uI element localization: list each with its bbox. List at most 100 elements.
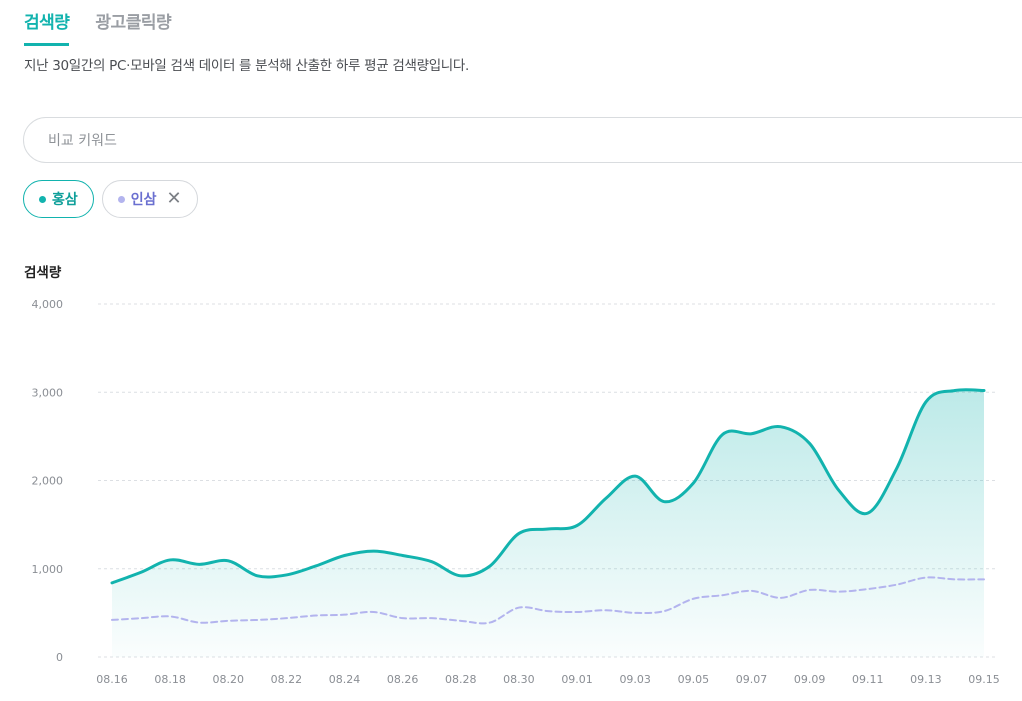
data-point-0[interactable] [341,552,349,560]
data-point-1[interactable] [602,606,610,614]
data-point-1[interactable] [544,607,552,615]
close-icon[interactable]: ✕ [166,188,182,209]
data-point-0[interactable] [457,572,465,580]
y-tick-label: 1,000 [32,563,64,576]
keyword-chip-label: 홍삼 [52,192,78,208]
data-point-0[interactable] [282,571,290,579]
data-point-1[interactable] [573,608,581,616]
x-tick-label: 09.01 [561,673,593,686]
data-point-1[interactable] [195,619,203,627]
tab-search-volume[interactable]: 검색량 [24,8,70,46]
x-tick-label: 09.05 [678,673,710,686]
description-text: 지난 30일간의 PC·모바일 검색 데이터 를 분석해 산출한 하루 평균 검… [24,58,470,74]
data-point-1[interactable] [864,585,872,593]
x-tick-label: 08.24 [329,673,361,686]
data-point-1[interactable] [166,612,174,620]
x-tick-label: 09.03 [619,673,651,686]
y-tick-label: 0 [56,651,63,664]
keyword-chip-hongsam[interactable]: 홍삼 [23,180,94,218]
data-point-1[interactable] [341,611,349,619]
data-point-1[interactable] [660,607,668,615]
keyword-chip-label: 인삼 [130,192,157,208]
data-point-0[interactable] [718,431,726,439]
x-tick-label: 09.11 [852,673,884,686]
data-point-0[interactable] [864,509,872,517]
data-point-0[interactable] [602,494,610,502]
x-tick-label: 08.26 [387,673,419,686]
data-point-0[interactable] [253,572,261,580]
data-point-0[interactable] [951,386,959,394]
data-point-1[interactable] [893,581,901,589]
series-line-0 [110,388,986,585]
data-point-0[interactable] [660,498,668,506]
data-point-1[interactable] [282,614,290,622]
x-tick-label: 08.18 [154,673,186,686]
x-tick-label: 08.16 [96,673,128,686]
data-point-1[interactable] [370,608,378,616]
x-tick-label: 08.30 [503,673,535,686]
data-point-0[interactable] [195,560,203,568]
data-point-0[interactable] [980,386,988,394]
data-point-1[interactable] [515,604,523,612]
series-dot-icon [117,195,125,203]
data-point-1[interactable] [980,575,988,583]
data-point-1[interactable] [777,594,785,602]
data-point-1[interactable] [835,588,843,596]
chart-title: 검색량 [24,265,62,281]
data-point-1[interactable] [631,609,639,617]
x-tick-label: 08.22 [271,673,303,686]
data-point-1[interactable] [108,616,116,624]
data-point-1[interactable] [311,612,319,620]
compare-keyword-input[interactable] [46,118,650,164]
data-point-0[interactable] [631,472,639,480]
data-point-0[interactable] [835,486,843,494]
data-point-0[interactable] [486,562,494,570]
data-point-1[interactable] [399,614,407,622]
tab-ad-clicks[interactable]: 광고클릭량 [95,13,172,33]
data-point-1[interactable] [747,587,755,595]
data-point-0[interactable] [515,529,523,537]
data-point-0[interactable] [311,562,319,570]
data-point-1[interactable] [718,591,726,599]
data-point-1[interactable] [253,616,261,624]
x-tick-label: 08.28 [445,673,477,686]
y-tick-label: 4,000 [32,298,64,311]
data-point-0[interactable] [922,398,930,406]
data-point-1[interactable] [486,619,494,627]
data-point-0[interactable] [224,557,232,565]
data-point-0[interactable] [108,579,116,587]
data-point-1[interactable] [951,575,959,583]
search-volume-chart: 0 1,000 2,000 3,000 4,000 08.16 08.18 08.20 08.2… [32,298,1000,686]
series-dot-icon [39,195,46,203]
data-point-1[interactable] [689,595,697,603]
keyword-chips: 홍삼 인삼 ✕ [23,180,198,218]
data-point-0[interactable] [777,423,785,431]
x-tick-label: 09.15 [968,673,1000,686]
data-point-0[interactable] [689,479,697,487]
data-point-0[interactable] [166,556,174,564]
data-point-1[interactable] [457,617,465,625]
x-tick-label: 09.07 [736,673,768,686]
y-tick-label: 3,000 [32,386,64,399]
data-point-1[interactable] [224,617,232,625]
data-point-0[interactable] [573,522,581,530]
data-point-1[interactable] [428,614,436,622]
data-point-0[interactable] [747,430,755,438]
data-point-0[interactable] [893,464,901,472]
series-area-0 [112,389,984,657]
keyword-chip-insam[interactable]: 인삼 ✕ [101,180,198,218]
data-point-1[interactable] [806,586,814,594]
data-point-0[interactable] [428,558,436,566]
data-point-1[interactable] [137,614,145,622]
data-point-0[interactable] [137,568,145,576]
x-tick-label: 09.09 [794,673,826,686]
compare-keyword-box[interactable] [23,117,1022,164]
data-point-0[interactable] [806,439,814,447]
tab-bar: 검색량 광고클릭량 [24,8,172,46]
data-point-1[interactable] [922,574,930,582]
data-point-0[interactable] [399,552,407,560]
data-point-0[interactable] [370,547,378,555]
y-tick-label: 2,000 [32,475,64,488]
series-line-1 [111,576,985,625]
data-point-0[interactable] [544,525,552,533]
